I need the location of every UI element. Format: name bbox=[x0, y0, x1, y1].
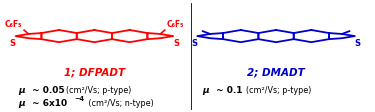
Text: C₆F₅: C₆F₅ bbox=[166, 20, 184, 29]
Text: (cm²/Vs; n-type): (cm²/Vs; n-type) bbox=[86, 99, 154, 108]
Text: (cm²/Vs; p-type): (cm²/Vs; p-type) bbox=[246, 86, 311, 95]
Text: μ: μ bbox=[202, 86, 208, 95]
Text: S: S bbox=[10, 39, 16, 48]
Text: C₆F₅: C₆F₅ bbox=[5, 20, 22, 29]
Text: μ: μ bbox=[18, 99, 25, 108]
Text: μ: μ bbox=[18, 86, 25, 95]
Text: S: S bbox=[355, 39, 361, 48]
Text: ~ 6x10: ~ 6x10 bbox=[33, 99, 68, 108]
Text: ~ 0.05: ~ 0.05 bbox=[33, 86, 68, 95]
Text: −4: −4 bbox=[74, 96, 84, 102]
Text: ~ 0.1: ~ 0.1 bbox=[216, 86, 246, 95]
Text: 1; DFPADT: 1; DFPADT bbox=[64, 68, 125, 78]
Text: S: S bbox=[191, 39, 197, 48]
Text: S: S bbox=[173, 39, 179, 48]
Text: (cm²/Vs; p-type): (cm²/Vs; p-type) bbox=[66, 86, 131, 95]
Text: 2; DMADT: 2; DMADT bbox=[247, 68, 305, 78]
